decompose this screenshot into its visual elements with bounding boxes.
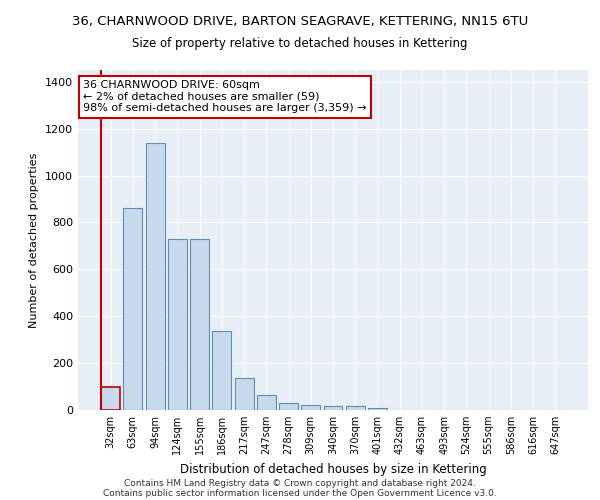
Y-axis label: Number of detached properties: Number of detached properties [29,152,40,328]
Bar [168,239,187,410]
Bar [190,239,209,410]
Bar [368,408,387,410]
Bar [235,378,254,410]
X-axis label: Distribution of detached houses by size in Kettering: Distribution of detached houses by size … [179,462,487,475]
Bar [212,332,231,410]
Bar [146,142,164,410]
Text: Contains HM Land Registry data © Crown copyright and database right 2024.: Contains HM Land Registry data © Crown c… [124,478,476,488]
Text: 36 CHARNWOOD DRIVE: 60sqm
← 2% of detached houses are smaller (59)
98% of semi-d: 36 CHARNWOOD DRIVE: 60sqm ← 2% of detach… [83,80,367,114]
Bar [346,406,365,410]
Text: Size of property relative to detached houses in Kettering: Size of property relative to detached ho… [132,38,468,51]
Bar [101,386,120,410]
Bar [257,395,276,410]
Bar [124,208,142,410]
Bar [301,406,320,410]
Bar [279,403,298,410]
Bar [323,406,343,410]
Text: 36, CHARNWOOD DRIVE, BARTON SEAGRAVE, KETTERING, NN15 6TU: 36, CHARNWOOD DRIVE, BARTON SEAGRAVE, KE… [72,15,528,28]
Text: Contains public sector information licensed under the Open Government Licence v3: Contains public sector information licen… [103,488,497,498]
